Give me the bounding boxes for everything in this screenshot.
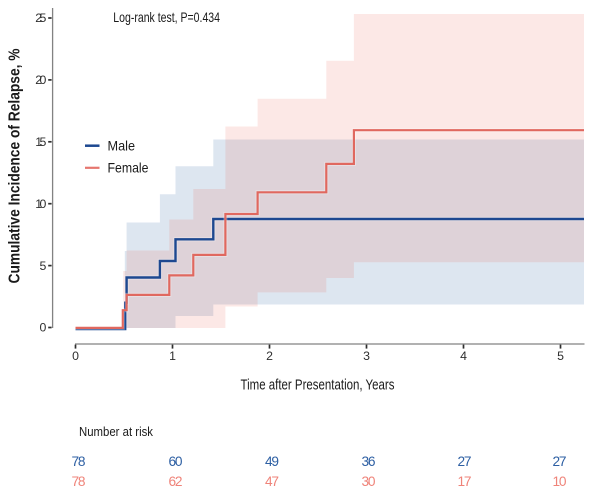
svg-text:0: 0 (72, 349, 79, 363)
svg-text:30: 30 (362, 474, 376, 489)
svg-text:27: 27 (553, 454, 567, 469)
svg-text:1: 1 (169, 349, 176, 363)
svg-text:10: 10 (35, 197, 46, 211)
svg-text:4: 4 (460, 349, 467, 363)
svg-text:5: 5 (557, 349, 564, 363)
svg-text:62: 62 (169, 474, 183, 489)
svg-text:47: 47 (265, 474, 279, 489)
svg-text:Male: Male (108, 139, 136, 154)
svg-text:17: 17 (458, 474, 472, 489)
svg-text:2: 2 (266, 349, 273, 363)
svg-text:5: 5 (39, 259, 46, 273)
svg-text:Number at risk: Number at risk (79, 424, 153, 439)
svg-text:15: 15 (35, 135, 46, 149)
svg-text:Time after Presentation, Years: Time after Presentation, Years (241, 377, 395, 393)
svg-text:Female: Female (108, 160, 149, 175)
svg-text:36: 36 (362, 454, 376, 469)
svg-text:Cumulative Incidence of Relaps: Cumulative Incidence of Relapse, % (6, 48, 23, 283)
svg-text:78: 78 (72, 454, 86, 469)
svg-text:27: 27 (458, 454, 472, 469)
svg-text:3: 3 (363, 349, 370, 363)
svg-text:Log-rank test, P=0.434: Log-rank test, P=0.434 (113, 10, 220, 25)
svg-text:0: 0 (39, 321, 46, 335)
svg-text:20: 20 (35, 73, 46, 87)
svg-text:78: 78 (72, 474, 86, 489)
svg-text:49: 49 (265, 454, 279, 469)
svg-text:25: 25 (35, 11, 46, 25)
svg-text:60: 60 (169, 454, 183, 469)
svg-text:10: 10 (553, 474, 567, 489)
